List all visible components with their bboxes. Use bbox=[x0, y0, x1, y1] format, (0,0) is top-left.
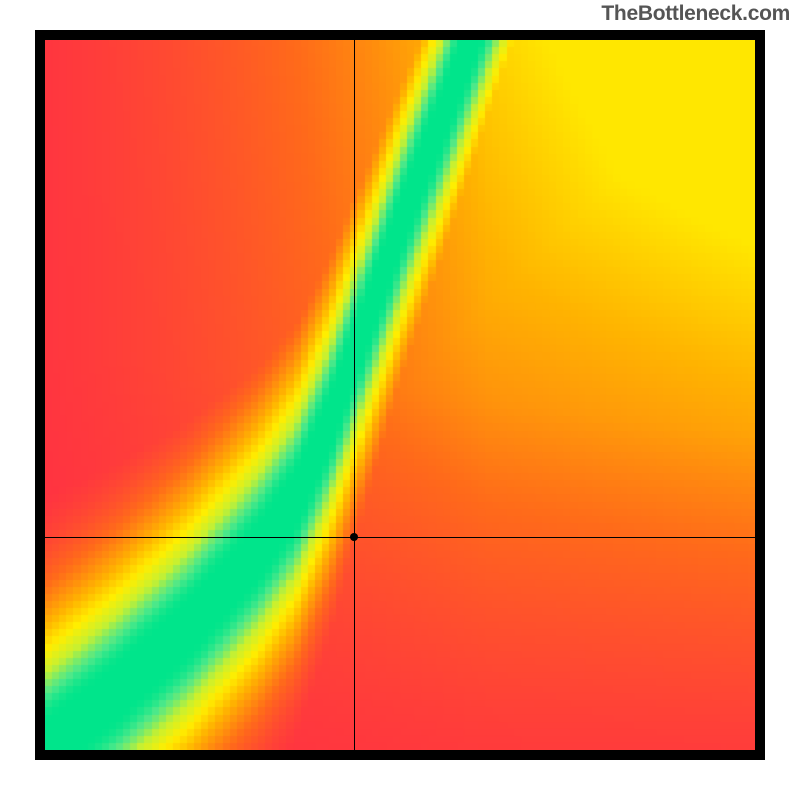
crosshair-horizontal bbox=[45, 537, 755, 538]
bottleneck-heatmap bbox=[45, 40, 755, 750]
crosshair-dot bbox=[350, 533, 358, 541]
crosshair-vertical bbox=[354, 40, 355, 750]
attribution-text: TheBottleneck.com bbox=[601, 2, 790, 26]
root-container: TheBottleneck.com bbox=[0, 0, 800, 800]
plot-outer-frame bbox=[35, 30, 765, 760]
